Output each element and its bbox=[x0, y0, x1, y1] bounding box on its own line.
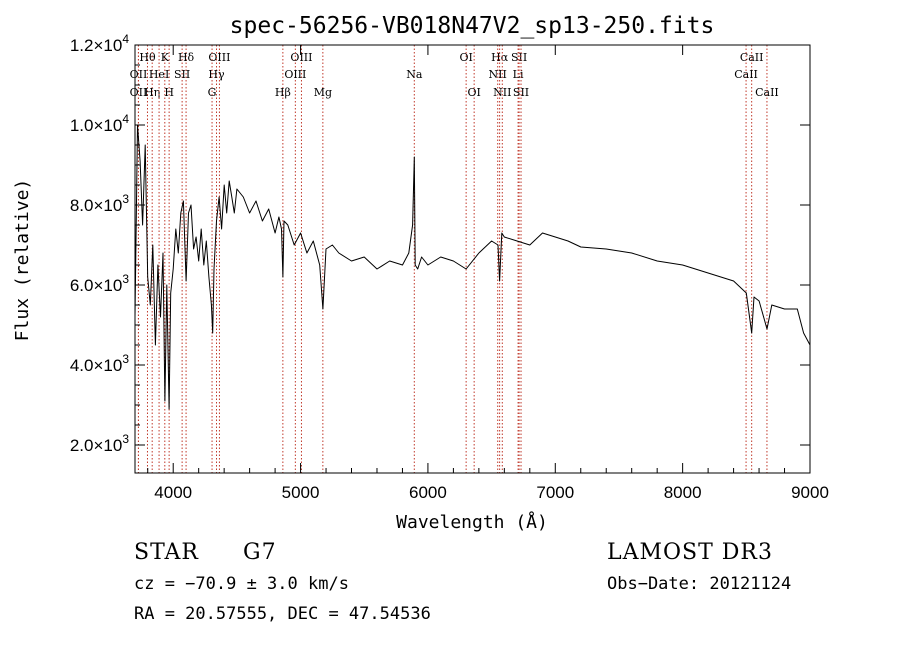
spectral-line-label: Li bbox=[513, 68, 524, 81]
spectral-line-label: NII bbox=[489, 68, 507, 81]
survey-name: LAMOST DR3 bbox=[607, 540, 773, 565]
spectral-line-label: OIII bbox=[290, 51, 312, 64]
spectral-line-label: Hη bbox=[144, 86, 160, 99]
y-tick-exponent: 3 bbox=[122, 352, 129, 366]
observation-date: Obs−Date: 20121124 bbox=[607, 574, 792, 594]
spectral-line-label: H bbox=[164, 86, 174, 99]
y-tick-mantissa: 4.0 bbox=[70, 356, 94, 375]
y-tick-exponent: 3 bbox=[122, 192, 129, 206]
y-tick-times: ×10 bbox=[93, 356, 122, 375]
spectral-line-label: Hγ bbox=[208, 68, 225, 81]
spectral-line-label: G bbox=[208, 86, 217, 99]
x-tick-label: 6000 bbox=[409, 483, 447, 502]
spectral-line-label: SII bbox=[511, 51, 527, 64]
spectral-line-label: CaII bbox=[734, 68, 758, 81]
y-tick-label: 6.0×103 bbox=[70, 272, 129, 295]
x-tick-label: 8000 bbox=[664, 483, 702, 502]
y-tick-times: ×10 bbox=[93, 196, 122, 215]
spectral-subclass: G7 bbox=[243, 540, 277, 565]
redshift-cz: cz = −70.9 ± 3.0 km/s bbox=[134, 574, 349, 594]
x-axis-label: Wavelength (Å) bbox=[396, 511, 548, 533]
y-tick-label: 1.0×104 bbox=[70, 112, 129, 135]
spectral-line-label: Hθ bbox=[139, 51, 156, 64]
y-tick-mantissa: 2.0 bbox=[70, 436, 94, 455]
spectral-line-label: CaII bbox=[755, 86, 779, 99]
spectral-line-label: Mg bbox=[314, 86, 332, 99]
y-tick-mantissa: 8.0 bbox=[70, 196, 94, 215]
y-tick-mantissa: 6.0 bbox=[70, 276, 94, 295]
spectral-line-label: Hδ bbox=[178, 51, 195, 64]
object-class: STAR bbox=[134, 540, 199, 565]
y-tick-times: ×10 bbox=[93, 116, 122, 135]
spectral-line-label: OIII bbox=[208, 51, 230, 64]
y-tick-times: ×10 bbox=[93, 36, 122, 55]
spectral-line-label: NII bbox=[493, 86, 511, 99]
y-tick-mantissa: 1.0 bbox=[70, 116, 94, 135]
spectral-line-label: HeI bbox=[149, 68, 169, 81]
spectral-line-label: Hβ bbox=[275, 86, 291, 99]
x-tick-label: 4000 bbox=[154, 483, 192, 502]
y-tick-label: 4.0×103 bbox=[70, 352, 129, 375]
x-tick-label: 5000 bbox=[282, 483, 320, 502]
y-tick-times: ×10 bbox=[93, 436, 122, 455]
y-tick-times: ×10 bbox=[93, 276, 122, 295]
y-tick-label: 8.0×103 bbox=[70, 192, 129, 215]
x-tick-label: 9000 bbox=[791, 483, 829, 502]
spectral-line-label: OIII bbox=[284, 68, 306, 81]
spectral-line-label: CaII bbox=[740, 51, 764, 64]
flux-series-line bbox=[134, 124, 811, 410]
spectral-line-label: SII bbox=[513, 86, 529, 99]
spectral-line-label: OI bbox=[467, 86, 480, 99]
y-tick-exponent: 4 bbox=[122, 112, 129, 126]
y-axis-label: Flux (relative) bbox=[12, 179, 33, 342]
y-tick-exponent: 3 bbox=[122, 272, 129, 286]
spectral-line-label: K bbox=[161, 51, 170, 64]
y-tick-mantissa: 1.2 bbox=[70, 36, 94, 55]
y-tick-exponent: 3 bbox=[122, 432, 129, 446]
spectral-line-label: SII bbox=[174, 68, 190, 81]
spectral-line-label: Hα bbox=[491, 51, 509, 64]
chart-title: spec-56256-VB018N47V2_sp13-250.fits bbox=[230, 13, 715, 39]
y-tick-label: 2.0×103 bbox=[70, 432, 129, 455]
x-tick-label: 7000 bbox=[536, 483, 574, 502]
sky-coordinates: RA = 20.57555, DEC = 47.54536 bbox=[134, 604, 431, 624]
spectral-line-label: OI bbox=[459, 51, 472, 64]
spectral-line-label: Na bbox=[406, 68, 423, 81]
y-tick-exponent: 4 bbox=[122, 32, 129, 46]
y-tick-label: 1.2×104 bbox=[70, 32, 129, 55]
spectral-line-label: OII bbox=[130, 86, 148, 99]
plot-frame bbox=[134, 44, 811, 474]
